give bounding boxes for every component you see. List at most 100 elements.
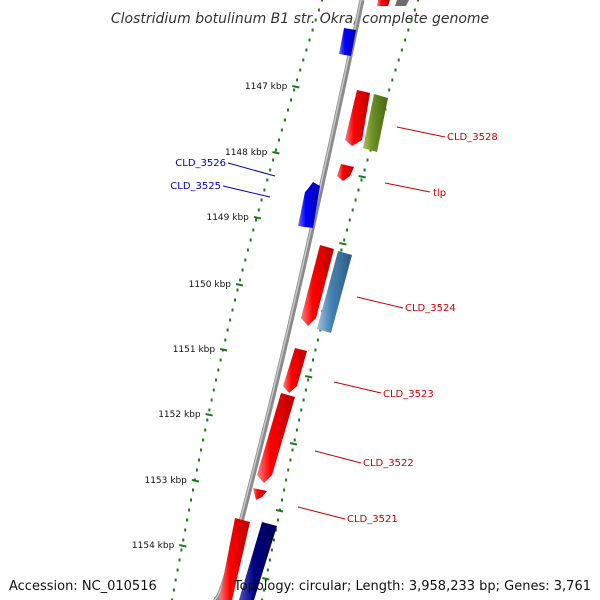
inner-ring-dot [272, 158, 275, 162]
inner-ring-dot [252, 228, 255, 232]
scale-ticks: 1147 kbp 1148 kbp 1149 kbp 1150 kbp 1151 kbp… [132, 82, 387, 581]
inner-ring-dot [231, 308, 234, 312]
gene-arrow-cld3526-top [339, 28, 356, 56]
scale-tick-label: 1149 kbp [206, 213, 249, 223]
outer-ring-dot [298, 418, 301, 422]
inner-ring-dot [208, 408, 211, 412]
gene-arrow-top-gray [395, 0, 409, 6]
outer-ring-dot [397, 58, 400, 62]
scale-tick-label: 1148 kbp [225, 148, 268, 158]
gene-label-cld3528: CLD_3528 [447, 132, 498, 143]
outer-ring-dot [264, 578, 267, 582]
inner-ring-dot [287, 108, 289, 112]
scale-tick-label: 1150 kbp [189, 280, 232, 290]
outer-ring-dot [268, 558, 271, 562]
inner-ring-dot [246, 248, 249, 252]
inner-ring-dot [204, 428, 207, 432]
outer-ring-dot [404, 38, 407, 42]
outer-ring-dot [413, 8, 416, 12]
outer-ring-dot [407, 28, 410, 32]
inner-ring-dot [178, 558, 181, 562]
outer-ring-dot [261, 598, 263, 600]
outer-ring-dot [291, 448, 294, 452]
outer-ring-dot [285, 478, 288, 482]
inner-ring-dot [278, 138, 280, 142]
outer-ring-dot [354, 198, 357, 202]
inner-ring-dot [280, 128, 283, 132]
outer-ring-dot [287, 468, 290, 472]
gene-arrow-navy [239, 522, 277, 600]
gene-arrow-olive [363, 94, 388, 152]
inner-ring-dot [317, 8, 320, 12]
gene-label-cld3526: CLD_3526 [175, 158, 226, 169]
gene-arrow-red-1 [345, 90, 370, 146]
scale-tick [272, 151, 280, 155]
outer-ring-dot [263, 588, 265, 592]
inner-ring-dot [260, 198, 263, 202]
inner-ring-dot [244, 258, 247, 262]
inner-ring-dot [215, 378, 217, 382]
outer-ring-dot [357, 188, 360, 192]
outer-ring-dot [360, 178, 363, 182]
scale-tick [219, 348, 228, 352]
outer-ring-dot [283, 488, 286, 492]
inner-ring-dot [239, 278, 242, 282]
inner-ring-dot [255, 218, 257, 222]
inner-ring-dot [182, 538, 185, 542]
inner-ring-dot [263, 188, 266, 192]
inner-ring-dot [293, 88, 296, 92]
inner-ring-dot [224, 338, 227, 342]
inner-ring-dot [192, 488, 194, 492]
scale-tick [292, 85, 300, 89]
inner-ring-dot [299, 68, 302, 72]
inner-ring-dot [296, 78, 299, 82]
scale-tick [253, 216, 262, 220]
outer-ring-dot [348, 218, 351, 222]
outer-ring-dot [270, 548, 273, 552]
inner-ring-dot [198, 458, 200, 462]
gene-arrow-red-3524 [301, 245, 334, 326]
gene-arrow-steel [317, 251, 352, 333]
inner-ring-dot [290, 98, 292, 102]
outer-ring-dot [340, 248, 343, 252]
outer-ring-dot [391, 78, 394, 82]
gene-label-cld3521: CLD_3521 [347, 514, 398, 525]
inner-ring-dot [188, 508, 191, 512]
inner-ring-dot [210, 398, 213, 402]
inner-ring-dot [321, 0, 323, 2]
inner-ring-dot [174, 578, 177, 582]
scale-tick-label: 1147 kbp [245, 82, 288, 92]
outer-scale-tick [339, 242, 347, 246]
gene-label-tlp: tlp [433, 188, 446, 199]
gene-arrow-top-red [377, 0, 390, 6]
label-leader-tlp [384, 182, 431, 193]
scale-tick-label: 1153 kbp [144, 476, 187, 486]
outer-ring-dot [417, 0, 419, 2]
outer-ring-dot [307, 378, 310, 382]
gene-labels: CLD_3528 tlp CLD_3524 CLD_3523 CLD_3522 … [170, 126, 498, 525]
scale-tick [205, 413, 213, 417]
inner-ring-dot [190, 498, 192, 502]
inner-ring-dot [219, 358, 222, 362]
outer-ring-dot [346, 228, 348, 232]
outer-ring-dot [281, 498, 283, 502]
inner-ring-dot [172, 588, 175, 592]
inner-ring-dot [283, 118, 286, 122]
inner-ring-dot [269, 168, 272, 172]
outer-ring-dot [276, 518, 279, 522]
outer-ring-dot [302, 398, 305, 402]
outer-ring-dot [289, 458, 292, 462]
gene-label-cld3523: CLD_3523 [383, 389, 434, 400]
outer-ring-dot [343, 238, 346, 242]
inner-ring-dot [311, 28, 314, 32]
outer-ring-dot [266, 568, 269, 572]
gene-arrow-red-bottom [219, 518, 250, 600]
inner-ring-dot [226, 328, 229, 332]
inner-ring-dot [236, 288, 239, 292]
inner-ring-dot [257, 208, 260, 212]
outer-ring-dot [295, 428, 298, 432]
outer-ring-dot [274, 528, 277, 532]
inner-ring-dot [202, 438, 205, 442]
scale-tick-label: 1152 kbp [158, 410, 201, 420]
